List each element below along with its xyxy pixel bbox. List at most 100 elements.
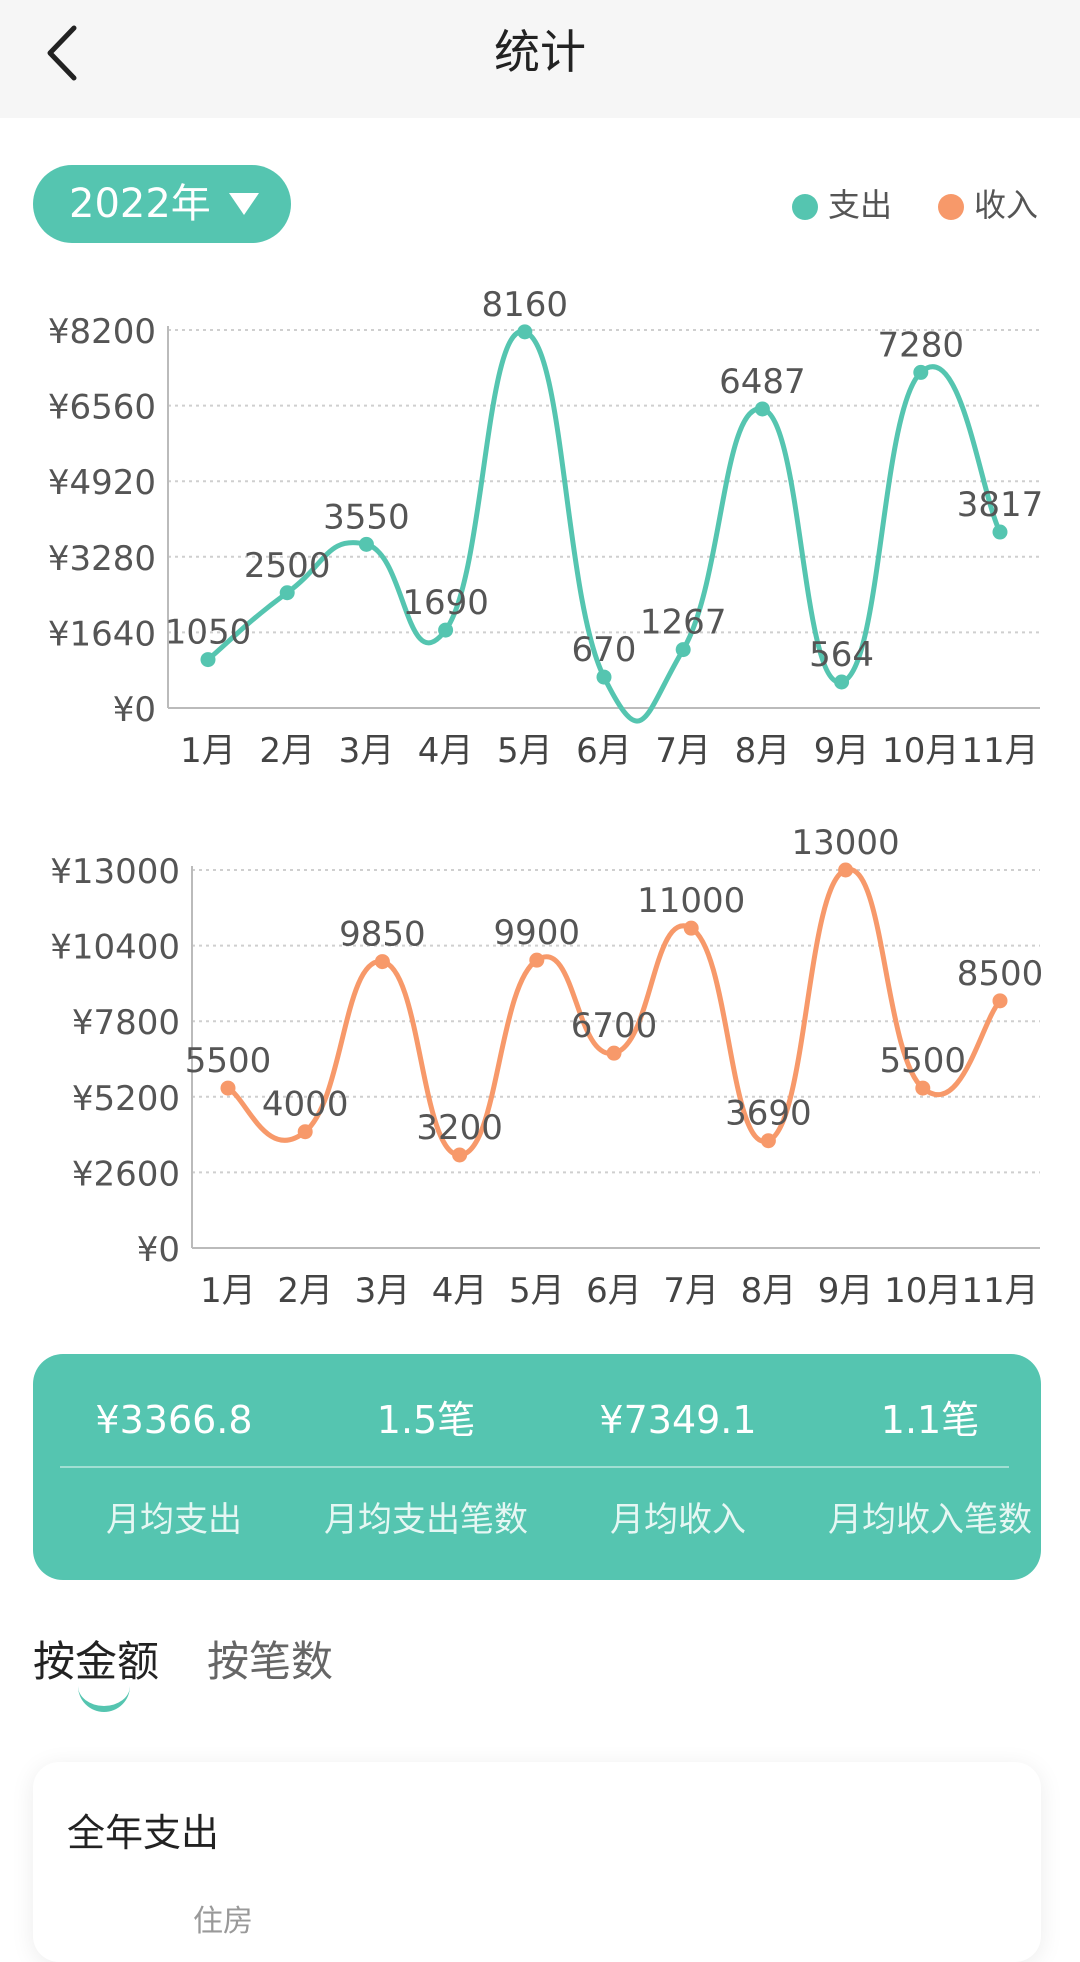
legend-expense[interactable]: 支出 bbox=[792, 185, 892, 225]
data-label: 7280 bbox=[878, 325, 965, 365]
legend-income[interactable]: 收入 bbox=[938, 185, 1038, 225]
x-tick-label: 2月 bbox=[277, 1271, 333, 1310]
x-tick-label: 3月 bbox=[355, 1271, 411, 1310]
y-tick-label: ¥0 bbox=[113, 690, 156, 730]
back-button[interactable] bbox=[34, 20, 94, 86]
data-point[interactable] bbox=[279, 585, 295, 601]
data-point[interactable] bbox=[220, 1080, 236, 1096]
data-point[interactable] bbox=[529, 952, 545, 968]
data-point[interactable] bbox=[838, 862, 854, 878]
data-point[interactable] bbox=[606, 1045, 622, 1061]
x-tick-label: 8月 bbox=[735, 731, 791, 770]
top-bar: 统计 bbox=[0, 0, 1080, 118]
data-label: 670 bbox=[572, 630, 637, 670]
data-label: 5500 bbox=[185, 1041, 272, 1081]
data-label: 3200 bbox=[416, 1108, 503, 1148]
data-label: 8500 bbox=[957, 954, 1044, 994]
data-point[interactable] bbox=[760, 1133, 776, 1149]
summary-label: 月均收入笔数 bbox=[828, 1500, 1032, 1540]
summary-value: ¥3366.8 bbox=[95, 1398, 253, 1442]
data-label: 11000 bbox=[637, 881, 745, 921]
series-line bbox=[205, 329, 1003, 724]
data-point[interactable] bbox=[992, 993, 1008, 1009]
data-label: 564 bbox=[809, 635, 874, 675]
data-point[interactable] bbox=[915, 1080, 931, 1096]
x-tick-label: 8月 bbox=[741, 1271, 797, 1310]
x-tick-label: 9月 bbox=[818, 1271, 874, 1310]
data-point[interactable] bbox=[358, 536, 374, 552]
x-tick-label: 7月 bbox=[663, 1271, 719, 1310]
dropdown-triangle-icon bbox=[229, 193, 259, 215]
data-point[interactable] bbox=[596, 669, 612, 685]
y-tick-label: ¥13000 bbox=[50, 852, 180, 892]
summary-label: 月均支出笔数 bbox=[324, 1500, 528, 1540]
data-point[interactable] bbox=[913, 364, 929, 380]
data-label: 9900 bbox=[494, 913, 581, 953]
y-tick-label: ¥7800 bbox=[72, 1003, 180, 1043]
summary-label: 月均收入 bbox=[610, 1500, 746, 1540]
y-tick-label: ¥8200 bbox=[48, 312, 156, 352]
y-tick-label: ¥5200 bbox=[72, 1079, 180, 1119]
x-tick-label: 6月 bbox=[586, 1271, 642, 1310]
data-label: 1690 bbox=[402, 583, 489, 623]
x-tick-label: 11月 bbox=[961, 731, 1038, 770]
active-tab-indicator bbox=[78, 1686, 130, 1712]
data-point[interactable] bbox=[374, 954, 390, 970]
legend-label-expense: 支出 bbox=[828, 186, 893, 224]
legend-dot-expense bbox=[792, 194, 818, 220]
expense-chart: ¥0 ¥1640 ¥3280 ¥4920 ¥6560 ¥8200 1050 1月 2500 2月 3… bbox=[0, 270, 1080, 770]
data-label: 8160 bbox=[482, 285, 569, 325]
x-tick-label: 1月 bbox=[180, 731, 236, 770]
y-tick-label: ¥4920 bbox=[48, 463, 156, 503]
data-label: 3817 bbox=[957, 485, 1044, 525]
x-tick-label: 11月 bbox=[961, 1271, 1038, 1310]
data-label: 2500 bbox=[244, 546, 331, 586]
y-tick-label: ¥0 bbox=[137, 1230, 180, 1270]
data-label: 4000 bbox=[262, 1085, 349, 1125]
card-title: 全年支出 bbox=[67, 1811, 220, 1855]
y-tick-label: ¥3280 bbox=[48, 539, 156, 579]
income-chart: ¥0 ¥2600 ¥5200 ¥7800 ¥10400 ¥13000 5500 1月 4000 2… bbox=[0, 810, 1080, 1310]
tab-by-amount[interactable]: 按金额 bbox=[33, 1637, 160, 1686]
data-point[interactable] bbox=[452, 1147, 468, 1163]
x-tick-label: 9月 bbox=[814, 731, 870, 770]
x-tick-label: 2月 bbox=[259, 731, 315, 770]
data-label: 1267 bbox=[640, 603, 727, 643]
x-tick-label: 3月 bbox=[339, 731, 395, 770]
x-tick-label: 10月 bbox=[882, 731, 959, 770]
data-label: 3550 bbox=[323, 497, 410, 537]
y-tick-label: ¥1640 bbox=[48, 614, 156, 654]
data-label: 5500 bbox=[880, 1041, 967, 1081]
data-point[interactable] bbox=[200, 652, 216, 668]
data-point[interactable] bbox=[683, 920, 699, 936]
income-line-chart: ¥0 ¥2600 ¥5200 ¥7800 ¥10400 ¥13000 5500 1月 4000 2… bbox=[50, 823, 1044, 1310]
annual-expense-card: 全年支出 住房 bbox=[33, 1762, 1041, 1962]
x-tick-label: 10月 bbox=[884, 1271, 961, 1310]
x-tick-label: 7月 bbox=[655, 731, 711, 770]
x-tick-label: 5月 bbox=[497, 731, 553, 770]
data-label: 1050 bbox=[165, 613, 252, 653]
summary-value: 1.1笔 bbox=[880, 1398, 980, 1442]
data-label: 6487 bbox=[719, 362, 806, 402]
data-label: 3690 bbox=[725, 1094, 812, 1134]
x-tick-label: 1月 bbox=[200, 1271, 256, 1310]
y-tick-label: ¥10400 bbox=[50, 928, 180, 968]
data-point[interactable] bbox=[992, 524, 1008, 540]
data-point[interactable] bbox=[675, 642, 691, 658]
data-point[interactable] bbox=[517, 324, 533, 340]
y-tick-label: ¥2600 bbox=[72, 1154, 180, 1194]
summary-value: 1.5笔 bbox=[376, 1398, 476, 1442]
card-category: 住房 bbox=[193, 1904, 253, 1939]
data-point[interactable] bbox=[754, 401, 770, 417]
data-point[interactable] bbox=[297, 1124, 313, 1140]
summary-divider bbox=[60, 1466, 1009, 1468]
summary-value: ¥7349.1 bbox=[599, 1398, 757, 1442]
back-arrow-icon bbox=[47, 25, 77, 81]
data-point[interactable] bbox=[834, 674, 850, 690]
x-tick-label: 5月 bbox=[509, 1271, 565, 1310]
data-label: 9850 bbox=[339, 915, 426, 955]
year-selector[interactable]: 2022年 bbox=[33, 165, 291, 243]
tab-by-count[interactable]: 按笔数 bbox=[207, 1637, 334, 1686]
expense-line-chart: ¥0 ¥1640 ¥3280 ¥4920 ¥6560 ¥8200 1050 1月 2500 2月 3… bbox=[48, 285, 1044, 770]
data-point[interactable] bbox=[438, 622, 454, 638]
